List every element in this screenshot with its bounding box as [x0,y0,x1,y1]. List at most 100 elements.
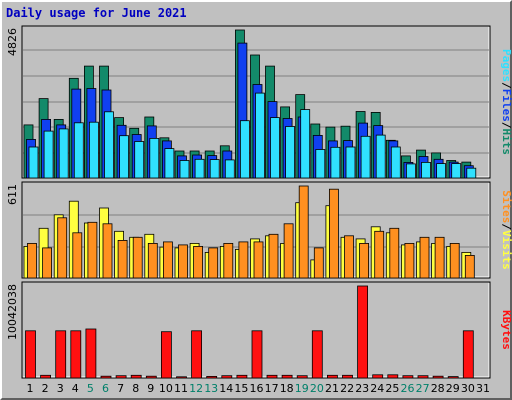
kbytes-bar [221,375,233,379]
x-tick-label: 6 [102,382,109,395]
sites-bar [57,217,68,279]
pages-bar [285,126,296,179]
kbytes-bar [432,375,444,379]
sites-bar [298,185,309,279]
pages-bar [194,158,205,179]
x-tick-label: 29 [446,382,460,395]
sites-bar [268,233,279,279]
pages-bar [436,163,447,179]
x-tick-label: 25 [385,382,399,395]
pages-bar [209,159,220,179]
visits-sites-panel: 611 Sites/Visits [6,181,512,279]
x-tick-label: 4 [72,382,79,395]
sites-bar [223,242,234,279]
sites-bar [419,236,430,279]
x-tick-label: 10 [159,382,173,395]
x-tick-label: 24 [370,382,384,395]
legend-hits: Hits [500,129,512,156]
sites-bar [42,247,52,279]
kbytes-bar [236,374,248,379]
pages-bar [390,146,401,179]
sites-bar [132,236,143,279]
legend-hits-files-pages: Pages/Files/Hits [500,49,512,155]
legend-pages: Pages [500,49,512,82]
sites-bar [147,242,158,279]
kbytes-bar [281,374,293,379]
sites-bar [328,188,339,279]
kbytes-bar [357,285,369,379]
pages-bar [149,137,160,179]
sites-bar [193,245,204,279]
pages-bar [451,163,462,179]
chart-title: Daily usage for June 2021 [6,6,187,20]
pages-bar [164,148,175,179]
legend-separator: / [500,122,512,129]
kbytes-bar [296,375,308,379]
pages-bar [134,141,145,179]
pages-bar [270,117,280,179]
x-tick-label: 1 [27,382,34,395]
x-tick-label: 31 [476,382,490,395]
kbytes-bar [25,330,36,379]
sites-bar [464,254,475,279]
kbytes-bar [100,375,112,379]
kbytes-bar [251,330,263,379]
legend-files: Files [500,89,512,122]
sites-bar [27,242,37,279]
sites-bar [389,227,400,279]
pages-bar [300,109,311,179]
y-max-label: 4826 [6,28,19,56]
x-tick-label: 12 [189,382,203,395]
kbytes-bar [40,374,51,379]
pages-bar [58,128,69,179]
x-tick-label: 18 [280,382,294,395]
y-max-label: 10042038 [6,284,19,340]
kbytes-bar [447,376,459,379]
x-tick-label: 23 [355,382,369,395]
kbytes-bar [206,375,218,379]
sites-bar [404,242,415,279]
kbytes-bar [311,330,323,379]
pages-bar [466,167,477,179]
pages-bar [255,92,265,179]
pages-bar [405,163,416,179]
pages-bar [28,146,39,179]
kbytes-bar [130,374,142,379]
sites-bar [253,241,264,279]
kbytes-bar [85,328,97,379]
pages-bar [360,135,371,179]
x-tick-label: 26 [401,382,415,395]
x-tick-label: 7 [117,382,124,395]
x-tick-label: 16 [250,382,264,395]
legend-visits-sites: Sites/Visits [500,190,512,270]
kbytes-bar [160,331,172,379]
sites-bar [208,247,219,279]
pages-bar [224,159,235,179]
pages-bar [345,146,356,179]
kbytes-bar [55,330,67,379]
x-tick-label: 2 [42,382,49,395]
pages-bar [239,120,250,179]
legend-kbytes: KBytes [500,310,512,350]
legend-separator: / [500,223,512,230]
y-max-label: 611 [6,184,19,205]
kbytes-bar [462,330,474,379]
x-tick-label: 27 [416,382,430,395]
kbytes-bar [115,375,127,379]
pages-bar [179,160,190,179]
x-tick-label: 15 [234,382,248,395]
sites-bar [117,239,128,279]
x-tick-label: 13 [204,382,218,395]
sites-bar [283,223,294,279]
x-tick-label: 3 [57,382,64,395]
kbytes-bar [402,375,414,379]
x-tick-label: 19 [295,382,309,395]
x-tick-label: 17 [265,382,279,395]
kbytes-bar [417,375,429,379]
sites-bar [359,242,370,279]
sites-bar [72,232,83,279]
sites-bar [434,236,445,279]
sites-bar [344,235,354,279]
